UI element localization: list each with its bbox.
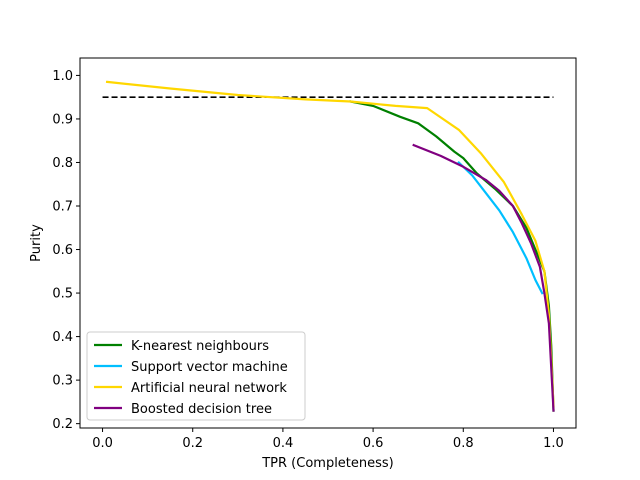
x-axis-label: TPR (Completeness)	[261, 456, 394, 471]
y-axis: 0.2 0.3 0.4 0.5 0.6 0.7 0.8 0.9 1.0	[52, 69, 80, 432]
y-tick-label: 0.8	[52, 156, 73, 171]
y-tick-label: 0.9	[52, 112, 73, 127]
y-tick-label: 0.7	[52, 200, 73, 215]
legend-box	[86, 331, 306, 421]
y-axis-label: Purity	[29, 224, 44, 262]
x-axis: 0.0 0.2 0.4 0.6 0.8 1.0	[92, 428, 564, 451]
series-line-3	[412, 143, 555, 412]
x-tick-label: 0.4	[273, 436, 294, 451]
plot-frame	[79, 57, 577, 429]
x-tick-label: 0.8	[453, 436, 474, 451]
y-tick-label: 0.6	[52, 243, 73, 258]
legend-label-0: K-nearest neighbours	[131, 339, 269, 354]
series-line-1	[457, 160, 544, 295]
series-line-2	[105, 80, 555, 408]
y-tick-label: 0.5	[52, 287, 73, 302]
y-tick-label: 0.2	[52, 417, 73, 432]
x-tick-label: 0.0	[92, 436, 113, 451]
legend: K-nearest neighbours Support vector machi…	[86, 331, 306, 421]
legend-label-3: Boosted decision tree	[131, 402, 272, 417]
legend-label-1: Support vector machine	[131, 360, 288, 375]
x-tick-label: 1.0	[543, 436, 564, 451]
x-tick-label: 0.2	[182, 436, 203, 451]
y-tick-label: 0.4	[52, 330, 73, 345]
x-tick-label: 0.6	[363, 436, 384, 451]
legend-label-2: Artificial neural network	[131, 381, 287, 396]
series-layer	[105, 80, 555, 412]
y-tick-label: 1.0	[52, 69, 73, 84]
y-tick-label: 0.3	[52, 374, 73, 389]
